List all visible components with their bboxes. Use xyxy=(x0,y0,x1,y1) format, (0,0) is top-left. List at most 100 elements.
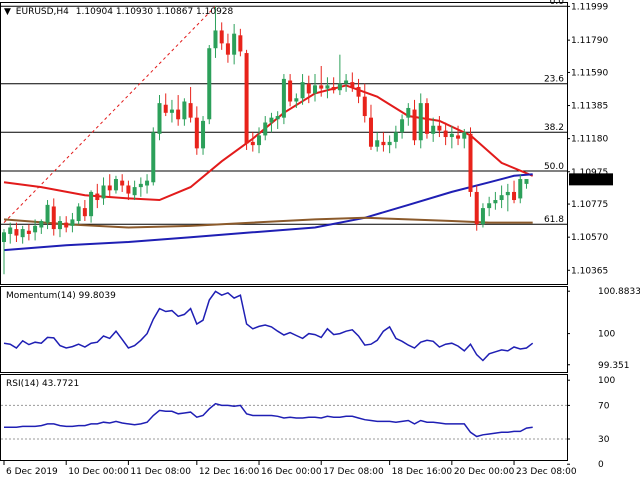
candle xyxy=(443,122,448,146)
price-tick-label: 1.10775 xyxy=(571,200,608,210)
price-tick-label: 1.11790 xyxy=(571,36,608,46)
time-tick-label: 18 Dec 16:00 xyxy=(392,467,453,477)
candle-body xyxy=(281,78,286,118)
candle-body xyxy=(400,119,405,133)
candle-body xyxy=(232,33,237,55)
candle xyxy=(431,117,436,142)
candle-body xyxy=(225,43,230,55)
candle-body xyxy=(244,53,249,144)
price-panel[interactable]: 0.0 23.6 38.2 50.0 61.8 1.11999 1.11790 1.1159… xyxy=(0,0,614,285)
price-tick-label: 1.11999 xyxy=(571,2,608,12)
candle xyxy=(188,86,193,123)
candle-body xyxy=(350,82,355,87)
price-axis: 1.11999 1.11790 1.11590 1.11385 1.11180 1.109… xyxy=(567,2,613,276)
candle-body xyxy=(201,120,206,149)
candle xyxy=(368,104,373,150)
candle-body xyxy=(381,141,386,146)
candle-body xyxy=(2,232,6,243)
momentum-axis: 100.8833 100 99.351 xyxy=(567,287,640,371)
candle xyxy=(480,203,485,228)
candle-body xyxy=(188,103,193,118)
candle-body xyxy=(344,80,349,84)
candle xyxy=(39,219,44,234)
candle xyxy=(101,177,106,205)
momentum-panel[interactable]: 100.8833 100 99.351 Momentum(14) 99.8039 xyxy=(0,286,640,373)
candle xyxy=(306,75,311,104)
candle-body xyxy=(120,180,125,186)
candle-body xyxy=(107,185,112,191)
candle-body xyxy=(263,122,268,136)
candle-body xyxy=(213,30,218,49)
time-tick-label: 6 Dec 2019 xyxy=(6,467,58,477)
fib-level-label: 38.2 xyxy=(544,123,564,133)
candle-body xyxy=(518,179,523,199)
candle xyxy=(45,200,50,230)
time-tick-label: 10 Dec 00:00 xyxy=(68,467,129,477)
candle-body xyxy=(20,229,25,238)
candle xyxy=(232,23,237,65)
indicator-line xyxy=(3,290,534,362)
candle-body xyxy=(138,183,143,188)
candle-body xyxy=(412,109,417,141)
candle-body xyxy=(51,206,56,230)
candle xyxy=(313,74,317,102)
candle xyxy=(294,93,299,108)
time-tick-label: 11 Dec 08:00 xyxy=(130,467,191,477)
candle xyxy=(219,22,224,50)
candle xyxy=(194,106,199,155)
candle-body xyxy=(207,48,212,120)
candle xyxy=(300,74,305,105)
fib-level-label: 50.0 xyxy=(544,162,564,172)
candle-body xyxy=(169,109,174,113)
momentum-title: Momentum(14) 99.8039 xyxy=(6,291,116,301)
candle-body xyxy=(319,85,324,89)
indicator-tick-label: 100 xyxy=(598,376,615,386)
candle xyxy=(468,127,473,197)
candle-body xyxy=(269,117,274,123)
candle-body xyxy=(250,141,255,146)
candle xyxy=(207,44,212,125)
candle-body xyxy=(45,204,50,223)
candle-body xyxy=(89,191,94,217)
candle-body xyxy=(424,103,429,134)
candle xyxy=(120,174,125,192)
candle-body xyxy=(487,203,492,209)
current-price-label: 1.10928 xyxy=(572,175,609,185)
candle-body xyxy=(362,96,367,117)
candle-body xyxy=(418,103,423,141)
candle-body xyxy=(275,116,280,120)
current-price-tag: 1.10928 xyxy=(569,173,613,186)
candle-body xyxy=(499,195,504,201)
candle-body xyxy=(368,117,373,147)
candle xyxy=(157,95,162,141)
fib-level-label: 23.6 xyxy=(544,75,564,85)
candlestick-series xyxy=(2,6,529,275)
rsi-panel[interactable]: 100 70 30 0 RSI(14) 43.7721 xyxy=(0,374,616,471)
fib-level-label: 0.0 xyxy=(550,0,565,7)
candle-body xyxy=(39,221,44,228)
fib-level-label: 61.8 xyxy=(544,215,564,225)
candle-body xyxy=(431,125,436,134)
indicator-tick-label: 99.351 xyxy=(598,361,630,371)
indicator-tick-label: 70 xyxy=(598,401,610,411)
candle-body xyxy=(462,132,467,139)
candle-body xyxy=(306,83,311,94)
candle xyxy=(126,180,131,201)
candle xyxy=(250,132,255,152)
ohlc-readout: 1.10904 1.10930 1.10867 1.10928 xyxy=(76,7,234,17)
candle xyxy=(64,216,69,233)
candle xyxy=(319,65,324,97)
candle xyxy=(344,74,349,92)
candle-body xyxy=(313,85,317,94)
price-tick-label: 1.10975 xyxy=(571,168,608,178)
candle xyxy=(362,83,367,123)
candle xyxy=(257,127,262,154)
candle-body xyxy=(505,191,510,196)
candle-body xyxy=(14,229,19,236)
candle-body xyxy=(163,104,168,113)
candle-body xyxy=(449,133,454,138)
candle-body xyxy=(437,125,442,131)
candle-body xyxy=(176,109,181,120)
candle xyxy=(350,72,355,92)
